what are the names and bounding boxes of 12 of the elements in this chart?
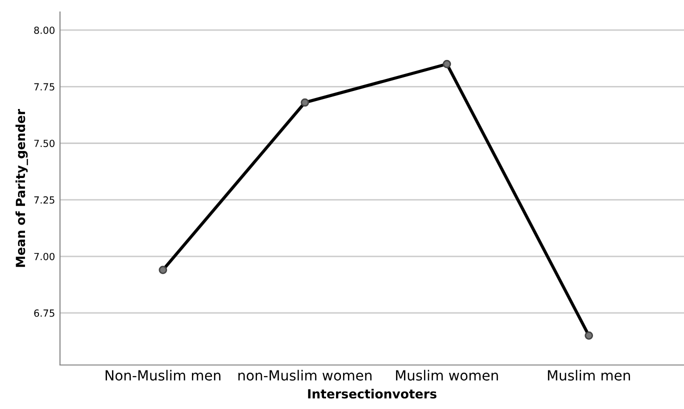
y-tick-label: 8.00	[34, 26, 54, 34]
y-tick-label: 7.00	[34, 252, 54, 260]
y-tick-label: 7.75	[34, 83, 54, 91]
x-axis-title: Intersectionvoters	[308, 388, 436, 399]
x-tick-label: Muslim men	[548, 370, 630, 381]
x-tick-label: non-Muslim women	[238, 370, 372, 381]
y-tick-label: 7.50	[34, 140, 54, 148]
y-tick-label: 6.75	[34, 309, 54, 317]
x-tick-label: Non-Muslim men	[106, 370, 220, 381]
y-tick-label: 7.25	[34, 196, 54, 204]
x-tick-label: Muslim women	[396, 370, 498, 381]
y-axis-title: Mean of Parity_gender	[15, 109, 28, 267]
